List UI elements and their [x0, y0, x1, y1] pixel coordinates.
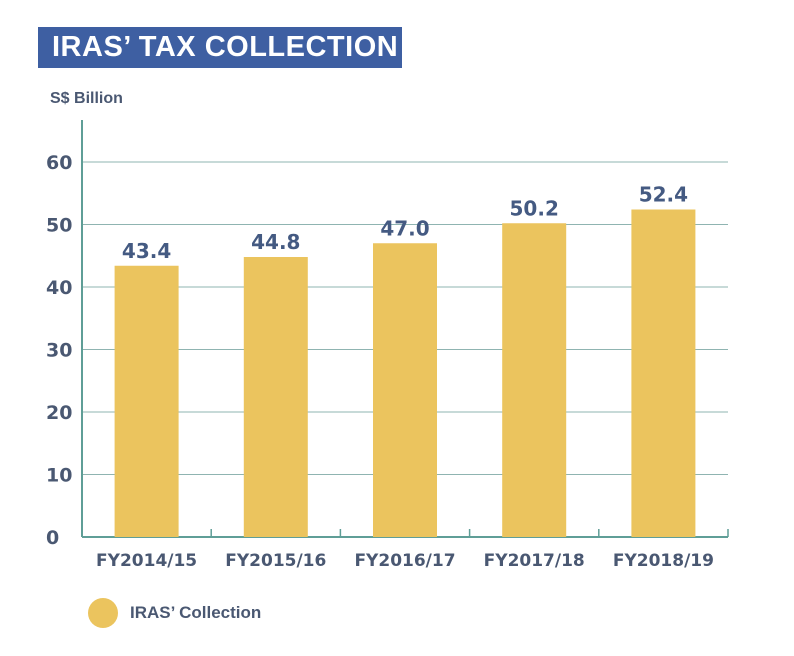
bar — [631, 209, 696, 537]
x-tick-label: FY2016/17 — [354, 551, 455, 571]
bar — [502, 223, 567, 537]
x-tick-label: FY2015/16 — [225, 551, 326, 571]
y-tick-label: 60 — [46, 152, 72, 174]
chart-title: IRAS’ TAX COLLECTION — [38, 27, 402, 68]
data-label: 52.4 — [639, 183, 688, 207]
data-label: 44.8 — [251, 230, 300, 254]
x-tick-label: FY2014/15 — [96, 551, 197, 571]
y-tick-label: 30 — [46, 340, 72, 362]
bars — [114, 209, 696, 537]
data-labels: 43.4 44.8 47.0 50.2 52.4 — [122, 183, 688, 263]
legend-label: IRAS’ Collection — [130, 603, 262, 622]
y-axis-label: S$ Billion — [50, 90, 123, 107]
y-axis-ticks: 0 10 20 30 40 50 60 — [46, 152, 72, 549]
bar — [243, 257, 308, 537]
data-label: 43.4 — [122, 239, 171, 263]
y-tick-label: 10 — [46, 465, 72, 487]
bar — [373, 243, 437, 537]
x-axis-ticks: FY2014/15 FY2015/16 FY2016/17 FY2017/18 FY20… — [96, 529, 729, 571]
data-label: 47.0 — [380, 216, 429, 240]
legend-swatch — [88, 598, 118, 628]
y-tick-label: 50 — [46, 215, 72, 237]
x-tick-label: FY2018/19 — [613, 551, 714, 571]
bar — [114, 265, 179, 537]
data-label: 50.2 — [510, 196, 559, 220]
legend: IRAS’ Collection — [88, 598, 261, 628]
y-tick-label: 0 — [46, 527, 59, 549]
y-tick-label: 20 — [46, 402, 72, 424]
x-tick-label: FY2017/18 — [484, 551, 585, 571]
y-tick-label: 40 — [46, 277, 72, 299]
